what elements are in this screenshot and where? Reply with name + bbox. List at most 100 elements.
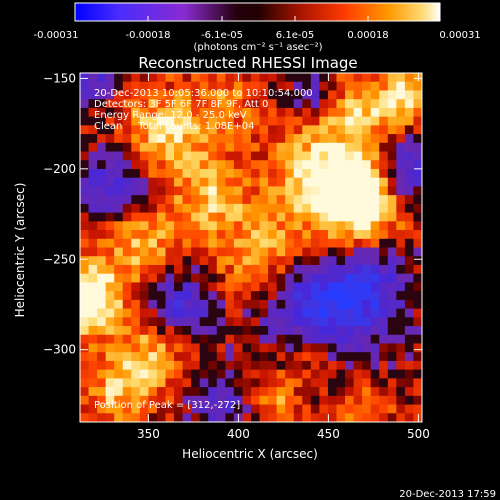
heatmap-cell [327,81,337,91]
heatmap-cell [302,160,312,170]
heatmap-cell [97,308,107,318]
heatmap-cell [336,203,346,214]
heatmap-cell [268,125,278,135]
heatmap-cell [114,81,124,91]
heatmap-cell [199,125,209,135]
heatmap-cell [174,387,183,397]
heatmap-cell [379,352,389,362]
heatmap-cell [242,378,252,388]
heatmap-cell [276,230,286,240]
heatmap-cell [122,404,132,414]
heatmap-cell [114,230,124,240]
heatmap-cell [191,151,201,161]
heatmap-cell [208,90,218,100]
annotation-time-range: 20-Dec-2013 10:05:36.000 to 10:10:54.000 [94,88,313,99]
heatmap-cell [80,378,89,388]
heatmap-cell [148,212,158,222]
heatmap-cell [156,186,166,196]
heatmap-cell [165,256,175,266]
heatmap-cell [114,352,124,362]
heatmap-cell [216,299,226,309]
heatmap-cell [302,343,312,353]
heatmap-cell [191,177,201,187]
heatmap-cell [148,168,158,179]
heatmap-cell [122,256,132,266]
heatmap-cell [310,90,320,100]
heatmap-cell [310,282,320,292]
heatmap-cell [165,73,175,83]
heatmap-cell [327,378,337,388]
heatmap-cell [293,264,303,275]
heatmap-cell [191,116,201,126]
heatmap-cell [379,203,389,214]
heatmap-cell [413,151,423,161]
heatmap-cell [208,326,218,336]
heatmap-cell [387,90,397,100]
heatmap-cell [259,177,269,187]
heatmap-cell [182,308,192,318]
heatmap-cell [396,299,406,309]
heatmap-cell [199,256,209,266]
heatmap-cell [216,413,226,423]
heatmap-cell [80,134,89,144]
heatmap-cell [114,387,124,397]
heatmap-cell [276,256,286,266]
heatmap-cell [225,107,235,118]
heatmap-cell [268,81,278,91]
heatmap-cell [88,81,98,91]
heatmap-cell [165,99,175,109]
heatmap-cell [182,168,192,179]
heatmap-cell [302,308,312,318]
heatmap-cell [80,107,89,118]
heatmap-cell [379,116,389,126]
heatmap-cell [370,142,380,152]
heatmap-cell [259,151,269,161]
heatmap-cell [396,247,406,257]
heatmap-cell [310,413,320,423]
heatmap-cell [114,238,124,248]
heatmap-cell [404,195,414,205]
heatmap-cell [216,404,226,414]
heatmap-cell [97,343,107,353]
heatmap-cell [148,221,158,231]
heatmap-cell [285,99,295,109]
heatmap-cell [259,186,269,196]
heatmap-cell [396,326,406,336]
heatmap-cell [199,404,209,414]
heatmap-cell [242,247,252,257]
heatmap-cell [268,387,278,397]
heatmap-cell [105,125,115,135]
heatmap-cell [242,369,252,379]
heatmap-cell [362,238,372,248]
heatmap-cell [302,369,312,379]
heatmap-cell [225,125,235,135]
heatmap-cell [310,107,320,118]
heatmap-cell [353,395,363,405]
heatmap-cell [233,81,243,91]
heatmap-cell [139,343,149,353]
heatmap-cell [88,291,98,301]
heatmap-cell [191,90,201,100]
heatmap-cell [191,238,201,248]
heatmap-cell [242,282,252,292]
heatmap-cell [191,299,201,309]
heatmap-cell [404,107,414,118]
heatmap-cell [80,116,89,126]
heatmap-cell [293,369,303,379]
heatmap-cell [216,308,226,318]
heatmap-cell [156,343,166,353]
heatmap-cell [139,404,149,414]
heatmap-cell [293,81,303,91]
heatmap-cell [345,282,354,292]
heatmap-cell [97,151,107,161]
heatmap-cell [404,221,414,231]
heatmap-cell [139,282,149,292]
heatmap-cell [353,317,363,327]
heatmap-cell [80,291,89,301]
heatmap-cell [97,73,107,83]
heatmap-cell [105,212,115,222]
heatmap-cell [370,212,380,222]
heatmap-cell [148,230,158,240]
heatmap-cell [114,195,124,205]
heatmap-cell [327,177,337,187]
